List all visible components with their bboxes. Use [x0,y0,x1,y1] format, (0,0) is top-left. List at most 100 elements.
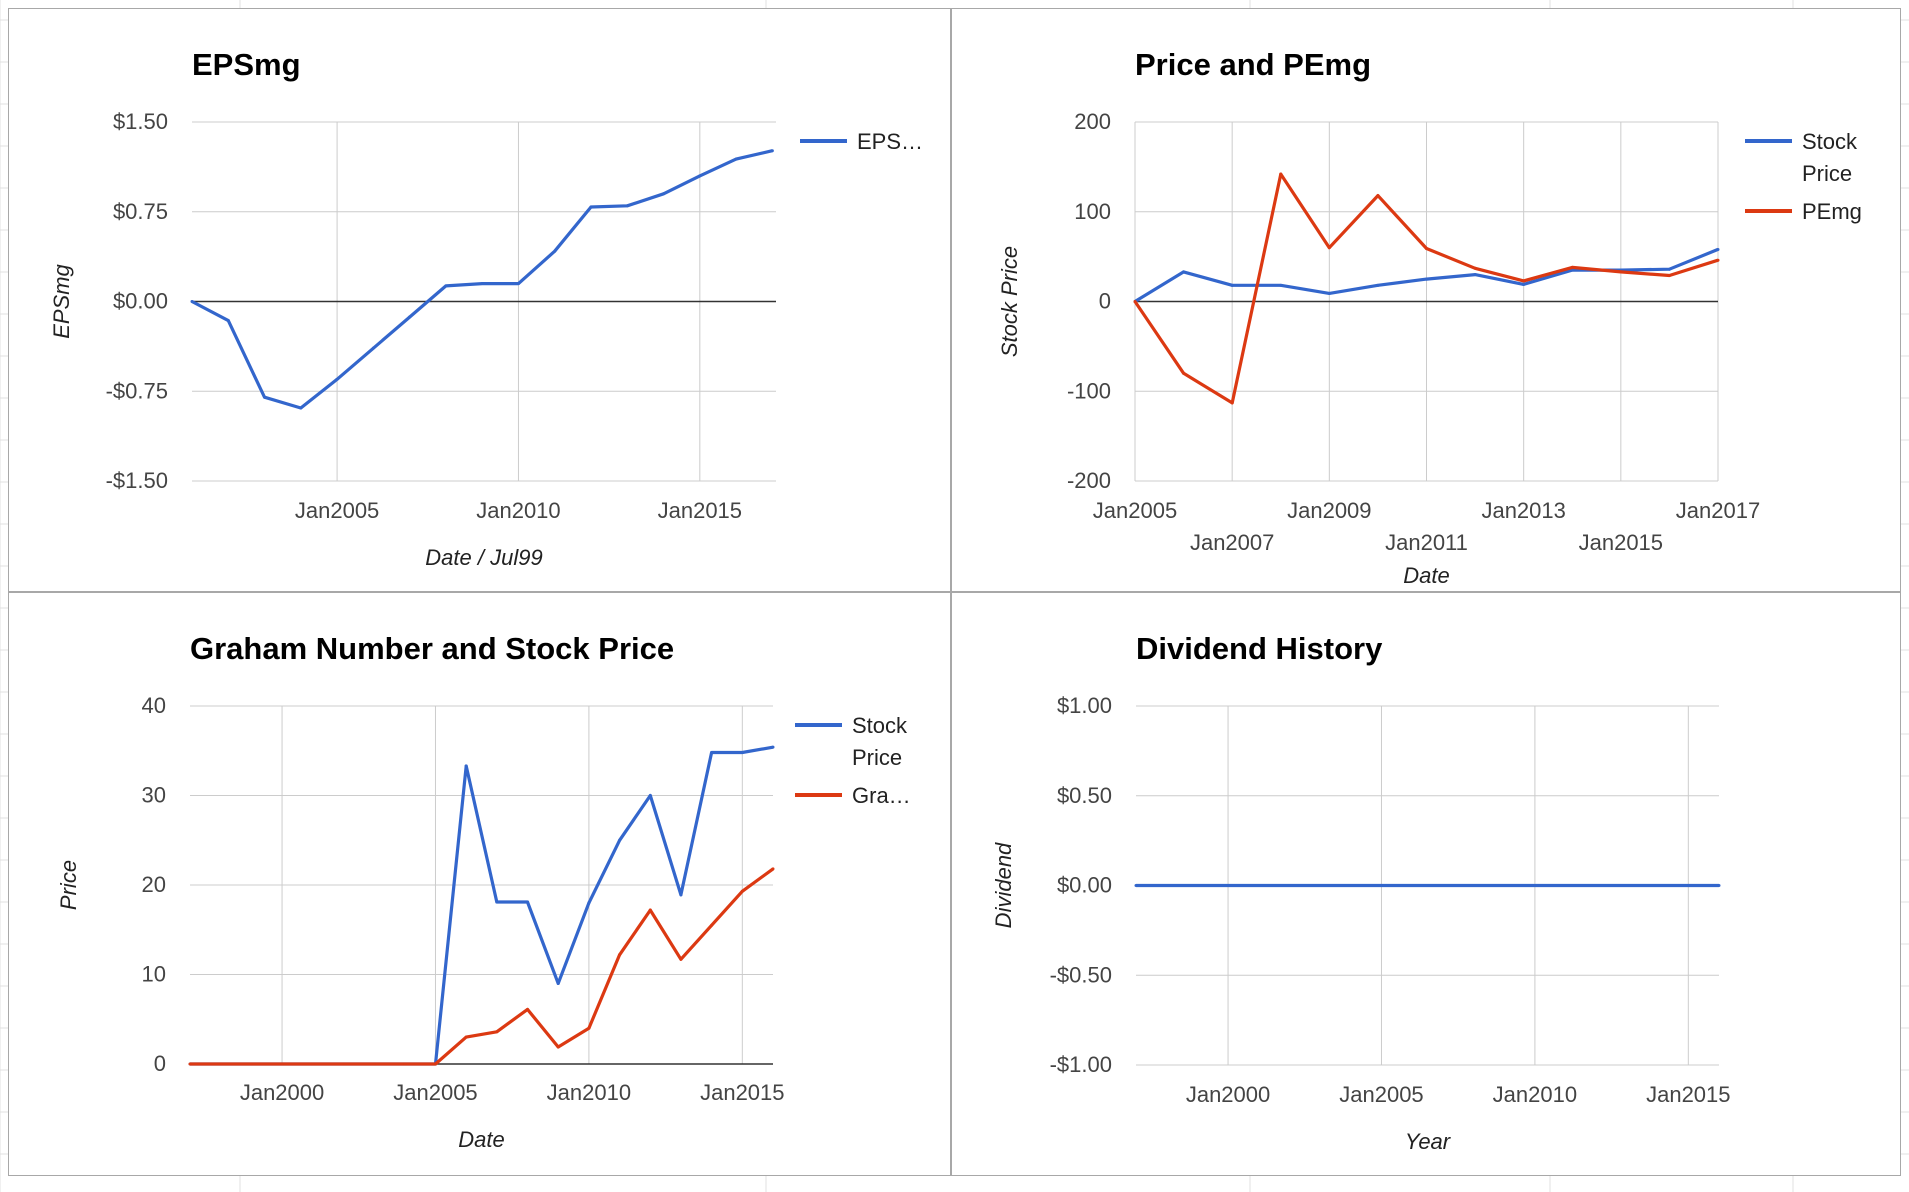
data-point[interactable] [679,893,683,897]
data-point[interactable] [1522,282,1526,286]
data-point[interactable] [1717,884,1721,887]
data-point[interactable] [556,1045,560,1049]
series-line[interactable] [191,149,773,410]
graham-chart-panel[interactable]: Graham Number and Stock Price 40 30 20 10 0 Ja… [8,592,951,1176]
data-point[interactable] [464,1035,468,1039]
data-point[interactable] [618,838,622,842]
data-point[interactable] [589,205,593,209]
data-point[interactable] [433,1062,437,1066]
series-line[interactable] [190,867,774,1066]
data-point[interactable] [556,981,560,985]
data-point[interactable] [226,319,230,323]
data-point[interactable] [311,1062,315,1066]
y-tick-label: 200 [1074,109,1111,134]
data-point[interactable] [648,908,652,912]
data-point[interactable] [1522,279,1526,283]
data-point[interactable] [1327,246,1331,250]
data-point[interactable] [372,1062,376,1066]
x-tick-label: Jan2000 [1186,1082,1270,1107]
data-point[interactable] [371,346,375,350]
data-point[interactable] [299,406,303,410]
data-point[interactable] [1182,371,1186,375]
data-point[interactable] [188,1062,192,1066]
data-point[interactable] [495,900,499,904]
data-point[interactable] [1327,291,1331,295]
data-point[interactable] [1279,172,1283,176]
y-tick-label: 40 [142,693,166,718]
x-tick-label: Jan2010 [547,1080,631,1105]
data-point[interactable] [1570,268,1574,272]
data-point[interactable] [219,1062,223,1066]
data-point[interactable] [190,300,194,303]
data-point[interactable] [770,149,774,153]
data-point[interactable] [771,867,775,871]
data-point[interactable] [464,764,468,768]
data-point[interactable] [1425,277,1428,281]
data-point[interactable] [1133,300,1137,303]
data-point[interactable] [495,1030,499,1034]
data-point[interactable] [1619,270,1623,274]
data-point[interactable] [740,889,744,893]
data-point[interactable] [1667,267,1671,271]
price-pemg-chart-panel[interactable]: Price and PEmg 200 100 0 -100 -200 Jan2005 Jan2… [951,8,1901,592]
dividend-svg: Dividend History $1.00 $0.50 $0.00 -$0.50 -$1… [991,631,1731,1154]
y-tick-label: 0 [154,1051,166,1076]
y-tick-label: $0.75 [113,199,168,224]
y-tick-label: 10 [142,962,166,987]
data-point[interactable] [1667,273,1671,277]
y-tick-label: $0.00 [113,289,168,314]
data-point[interactable] [1182,270,1186,274]
data-point[interactable] [1473,266,1477,270]
data-point[interactable] [1279,283,1283,287]
data-point[interactable] [710,751,714,755]
data-point[interactable] [587,1026,591,1030]
data-point[interactable] [1230,401,1234,405]
epsmg-chart-panel[interactable]: EPSmg $1.50 $0.75 $0.00 -$0.75 -$1.50 Jan2005 J… [8,8,951,592]
data-point[interactable] [679,957,683,961]
data-point[interactable] [625,204,629,208]
data-point[interactable] [710,923,714,927]
data-point[interactable] [1716,258,1720,262]
y-axis-title: EPSmg [49,263,74,338]
data-point[interactable] [480,282,484,286]
data-point[interactable] [1570,265,1574,269]
data-point[interactable] [618,953,622,957]
data-point[interactable] [662,192,666,196]
chart-title: Dividend History [1136,631,1383,666]
x-axis-title: Date / Jul99 [425,545,542,570]
data-point[interactable] [526,1007,530,1011]
data-point[interactable] [526,900,530,904]
dividend-chart-panel[interactable]: Dividend History $1.00 $0.50 $0.00 -$0.50 -$1… [951,592,1901,1176]
data-point[interactable] [734,157,738,161]
data-point[interactable] [771,745,775,749]
data-point[interactable] [1473,273,1477,277]
data-point[interactable] [280,1062,284,1066]
data-point[interactable] [408,315,412,319]
series-line[interactable] [190,745,774,1066]
x-tick-label: Jan2009 [1287,498,1371,523]
data-point[interactable] [516,282,520,286]
data-point[interactable] [1425,247,1428,251]
data-point[interactable] [444,284,448,288]
data-point[interactable] [249,1062,253,1066]
data-point[interactable] [1134,884,1138,887]
data-point[interactable] [335,377,339,381]
data-point[interactable] [1716,247,1720,251]
x-tick-label: Jan2013 [1481,498,1565,523]
data-point[interactable] [341,1062,345,1066]
data-point[interactable] [587,901,591,905]
data-point[interactable] [1376,283,1380,287]
data-point[interactable] [403,1062,407,1066]
data-point[interactable] [648,794,652,797]
data-point[interactable] [740,751,744,755]
data-point[interactable] [263,395,267,399]
x-tick-label: Jan2015 [1579,530,1663,555]
data-point[interactable] [1376,194,1380,198]
graham-svg: Graham Number and Stock Price 40 30 20 10 0 Ja… [56,631,911,1152]
data-point[interactable] [553,249,557,253]
data-point[interactable] [1230,283,1234,287]
legend-label: PEmg [1802,199,1862,224]
chart-title: Graham Number and Stock Price [190,631,674,666]
data-point[interactable] [698,174,702,178]
epsmg-svg: EPSmg $1.50 $0.75 $0.00 -$0.75 -$1.50 Jan2005 J… [49,47,923,570]
